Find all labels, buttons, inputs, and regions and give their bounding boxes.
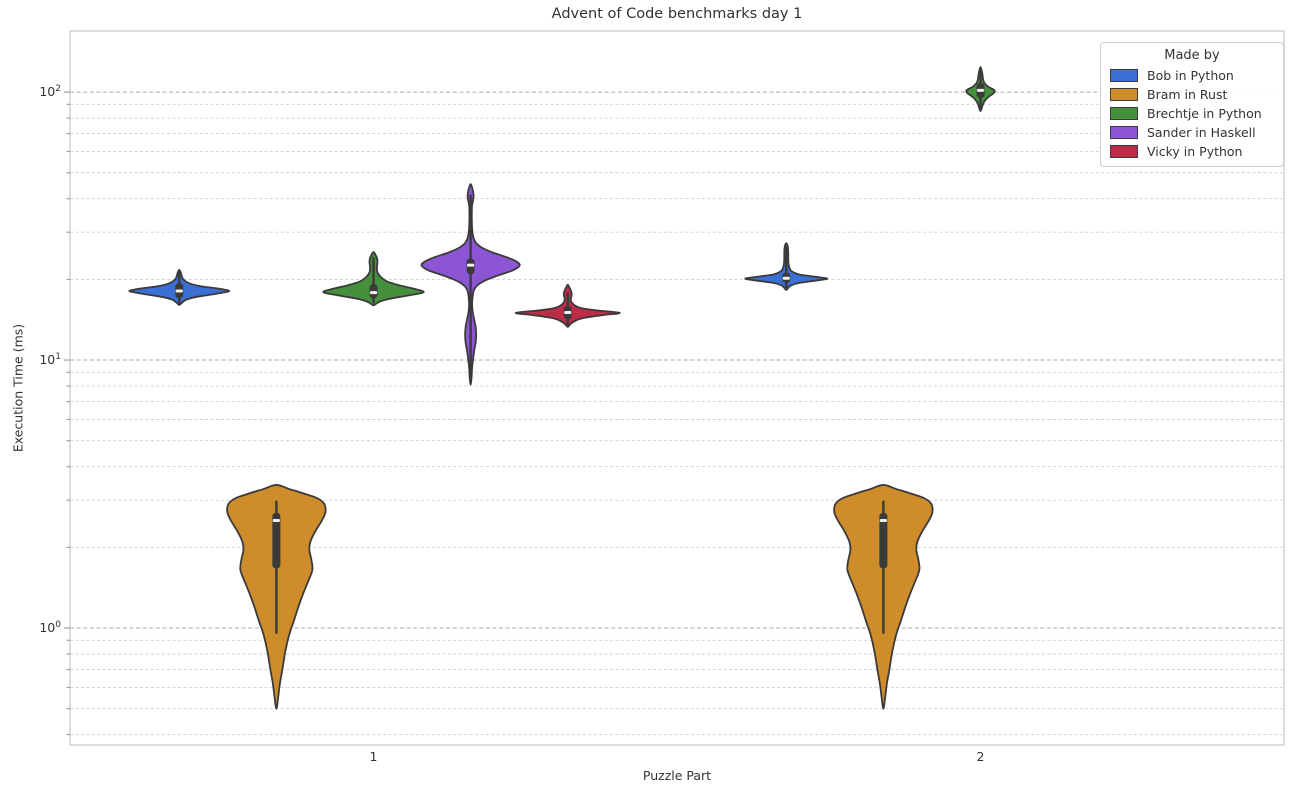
legend-label: Vicky in Python (1147, 144, 1243, 159)
y-tick-label: 102 (39, 84, 61, 99)
legend-entry-vicky-in-python: Vicky in Python (1101, 142, 1283, 161)
y-ticks (64, 91, 70, 736)
legend-label: Bram in Rust (1147, 87, 1228, 102)
legend-entry-bob-in-python: Bob in Python (1101, 66, 1283, 85)
legend-entry-sander-in-haskell: Sander in Haskell (1101, 123, 1283, 142)
chart-title: Advent of Code benchmarks day 1 (551, 6, 803, 22)
legend: Made by Bob in Python Bram in Rust Brechtj… (1100, 42, 1284, 167)
x-tick-label: 1 (370, 749, 378, 764)
inner-boxplots (175, 68, 985, 634)
median-bob-in-python-part2 (782, 276, 790, 280)
y-tick-label: 100 (39, 620, 61, 635)
median-sander-in-haskell-part1 (467, 263, 475, 267)
legend-title: Made by (1164, 48, 1220, 63)
legend-swatch-bob-in-python (1110, 69, 1138, 82)
median-bram-in-rust-part1 (272, 518, 280, 522)
median-vicky-in-python-part1 (564, 310, 572, 314)
iqr-box-bram-in-rust-part2 (879, 512, 888, 569)
iqr-box-bram-in-rust-part1 (272, 512, 281, 569)
legend-entry-bram-in-rust: Bram in Rust (1101, 85, 1283, 104)
legend-label: Bob in Python (1147, 68, 1234, 83)
legend-swatch-vicky-in-python (1110, 145, 1138, 158)
legend-label: Brechtje in Python (1147, 106, 1262, 121)
x-tick-label: 2 (977, 749, 985, 764)
y-tick-label: 101 (39, 352, 61, 367)
median-bob-in-python-part1 (175, 289, 183, 293)
median-brechtje-in-python-part2 (976, 88, 985, 92)
legend-swatch-brechtje-in-python (1110, 107, 1138, 120)
legend-items: Bob in Python Bram in Rust Brechtje in Pyt… (1101, 66, 1283, 161)
legend-swatch-bram-in-rust (1110, 88, 1138, 101)
plot-border (69, 30, 1285, 746)
legend-label: Sander in Haskell (1147, 125, 1256, 140)
legend-swatch-sander-in-haskell (1110, 126, 1138, 139)
legend-entry-brechtje-in-python: Brechtje in Python (1101, 104, 1283, 123)
major-gridlines (70, 91, 1284, 629)
x-axis-label: Puzzle Part (642, 768, 712, 783)
median-bram-in-rust-part2 (879, 518, 887, 522)
median-brechtje-in-python-part1 (369, 291, 378, 295)
violins (128, 66, 996, 710)
minor-gridlines (70, 103, 1284, 736)
y-axis-label: Execution Time (ms) (10, 323, 26, 453)
